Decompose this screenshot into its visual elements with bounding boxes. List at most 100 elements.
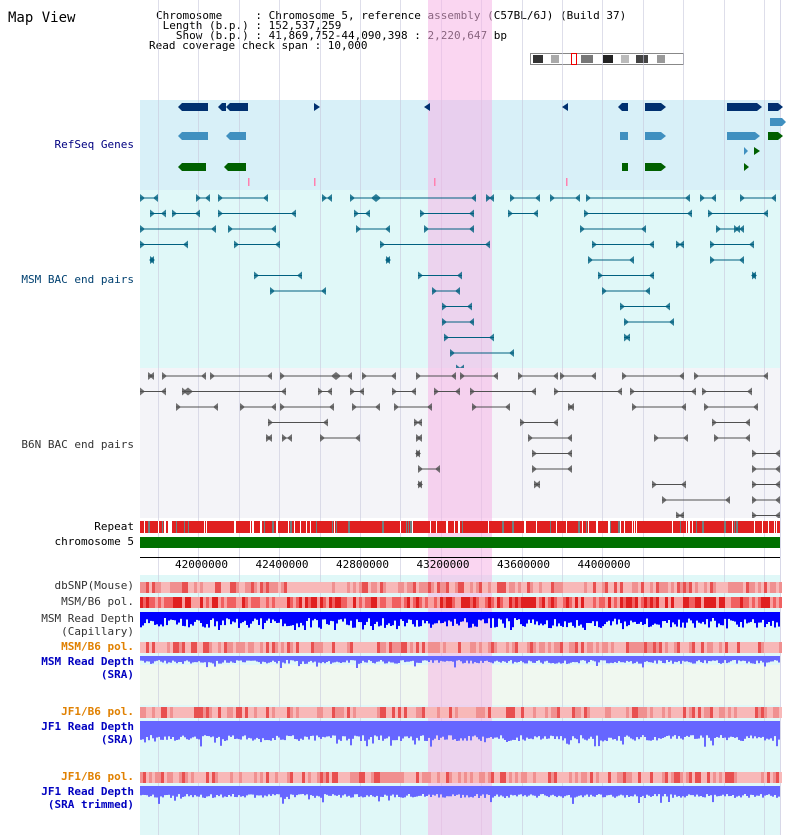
bac-pair[interactable] — [714, 434, 750, 442]
bac-pair[interactable] — [486, 194, 494, 202]
jf1-depth-sra-plot[interactable] — [140, 721, 780, 751]
bac-pair[interactable] — [280, 372, 336, 380]
bac-pair[interactable] — [392, 387, 416, 396]
bac-pair[interactable] — [254, 271, 302, 280]
bac-pair[interactable] — [700, 194, 716, 202]
bac-pair[interactable] — [336, 372, 352, 380]
bac-pair[interactable] — [162, 372, 206, 380]
bac-pair[interactable] — [350, 387, 364, 396]
bac-pair[interactable] — [149, 256, 155, 264]
bac-pair[interactable] — [432, 287, 460, 295]
bac-pair[interactable] — [352, 403, 380, 411]
msm-b6-pol-sra-strip[interactable] — [140, 642, 782, 653]
bac-pair[interactable] — [442, 318, 474, 326]
bac-pair[interactable] — [444, 333, 494, 342]
bac-pair[interactable] — [218, 209, 296, 218]
bac-pair[interactable] — [550, 194, 580, 202]
refseq-genes-svg[interactable] — [140, 96, 800, 190]
bac-pair[interactable] — [414, 418, 422, 427]
bac-pair[interactable] — [568, 403, 574, 411]
bac-pair[interactable] — [210, 372, 272, 380]
bac-pair[interactable] — [624, 333, 630, 342]
bac-pair[interactable] — [470, 387, 536, 396]
bac-pair[interactable] — [580, 225, 646, 233]
bac-pair[interactable] — [450, 349, 514, 357]
bac-pair[interactable] — [420, 209, 474, 218]
bac-pair[interactable] — [584, 209, 692, 218]
bac-pair[interactable] — [508, 209, 538, 218]
bac-pair[interactable] — [218, 194, 268, 202]
bac-pair[interactable] — [196, 194, 210, 202]
bac-pair[interactable] — [654, 434, 688, 442]
bac-pair[interactable] — [182, 387, 188, 396]
gene-row-1[interactable] — [178, 103, 783, 111]
bac-pair[interactable] — [676, 240, 684, 249]
bac-pair[interactable] — [318, 387, 332, 396]
bac-pair[interactable] — [598, 271, 654, 280]
bac-pair[interactable] — [356, 225, 390, 233]
bac-pair[interactable] — [418, 271, 462, 280]
bac-pair[interactable] — [520, 418, 558, 427]
bac-pair[interactable] — [280, 403, 334, 411]
bac-pair[interactable] — [150, 209, 166, 218]
bac-pair[interactable] — [266, 434, 272, 442]
bac-pair[interactable] — [694, 372, 768, 380]
bac-pair[interactable] — [602, 287, 650, 295]
bac-pair[interactable] — [652, 480, 686, 489]
bac-pair[interactable] — [560, 372, 596, 380]
bac-pair[interactable] — [322, 194, 332, 202]
track-label-refseq[interactable]: RefSeq Genes — [54, 138, 134, 151]
bac-pair[interactable] — [632, 403, 686, 411]
bac-pair[interactable] — [234, 240, 280, 249]
bac-pair[interactable] — [362, 372, 396, 380]
bac-pair[interactable] — [620, 302, 670, 311]
bac-pair[interactable] — [140, 387, 166, 396]
bac-pair[interactable] — [418, 465, 440, 473]
jf1-b6-pol-trim-strip[interactable] — [140, 772, 782, 783]
bac-pair[interactable] — [712, 418, 750, 427]
bac-pair[interactable] — [394, 403, 432, 411]
bac-pair[interactable] — [472, 403, 510, 411]
bac-pair[interactable] — [456, 364, 464, 369]
repeat-bar[interactable] — [140, 521, 780, 533]
bac-pair[interactable] — [740, 194, 776, 202]
bac-pair[interactable] — [354, 209, 370, 218]
bac-pair[interactable] — [662, 496, 730, 504]
bac-pair[interactable] — [416, 434, 422, 442]
bac-pair[interactable] — [752, 511, 780, 519]
bac-pair[interactable] — [752, 496, 780, 504]
bac-pair[interactable] — [532, 465, 572, 473]
bac-pair[interactable] — [630, 387, 696, 396]
bac-pair[interactable] — [752, 480, 780, 489]
bac-pair[interactable] — [676, 511, 684, 519]
bac-pair[interactable] — [518, 372, 558, 380]
bac-pair[interactable] — [460, 372, 498, 380]
bac-pair[interactable] — [534, 480, 540, 489]
msm-depth-sra-plot[interactable] — [140, 656, 780, 668]
bac-pair[interactable] — [588, 256, 634, 264]
msm-depth-capillary-plot[interactable] — [140, 612, 780, 630]
bac-pair[interactable] — [376, 194, 476, 202]
chromosome-ideogram[interactable] — [530, 53, 684, 65]
bac-pair[interactable] — [385, 256, 391, 264]
bac-pair[interactable] — [751, 271, 757, 280]
bac-pair[interactable] — [350, 194, 376, 202]
bac-pair[interactable] — [282, 434, 292, 442]
msm-b6-pol-strip[interactable] — [140, 597, 782, 608]
bac-pair[interactable] — [380, 240, 490, 249]
bac-pair[interactable] — [320, 434, 360, 442]
bac-pair[interactable] — [624, 318, 674, 326]
bac-pair[interactable] — [532, 449, 572, 458]
bac-pair[interactable] — [622, 372, 684, 380]
jf1-b6-pol-strip[interactable] — [140, 707, 782, 718]
bac-pair[interactable] — [592, 240, 654, 249]
highlight-region[interactable] — [428, 0, 492, 835]
bac-pair[interactable] — [148, 372, 154, 380]
bac-pair[interactable] — [586, 194, 690, 202]
bac-pair[interactable] — [270, 287, 326, 295]
track-label-msm-bac[interactable]: MSM BAC end pairs — [21, 273, 134, 286]
bac-pair[interactable] — [140, 240, 188, 249]
bac-pair[interactable] — [416, 372, 456, 380]
track-label-b6n-bac[interactable]: B6N BAC end pairs — [21, 438, 134, 451]
bac-pair[interactable] — [172, 209, 200, 218]
